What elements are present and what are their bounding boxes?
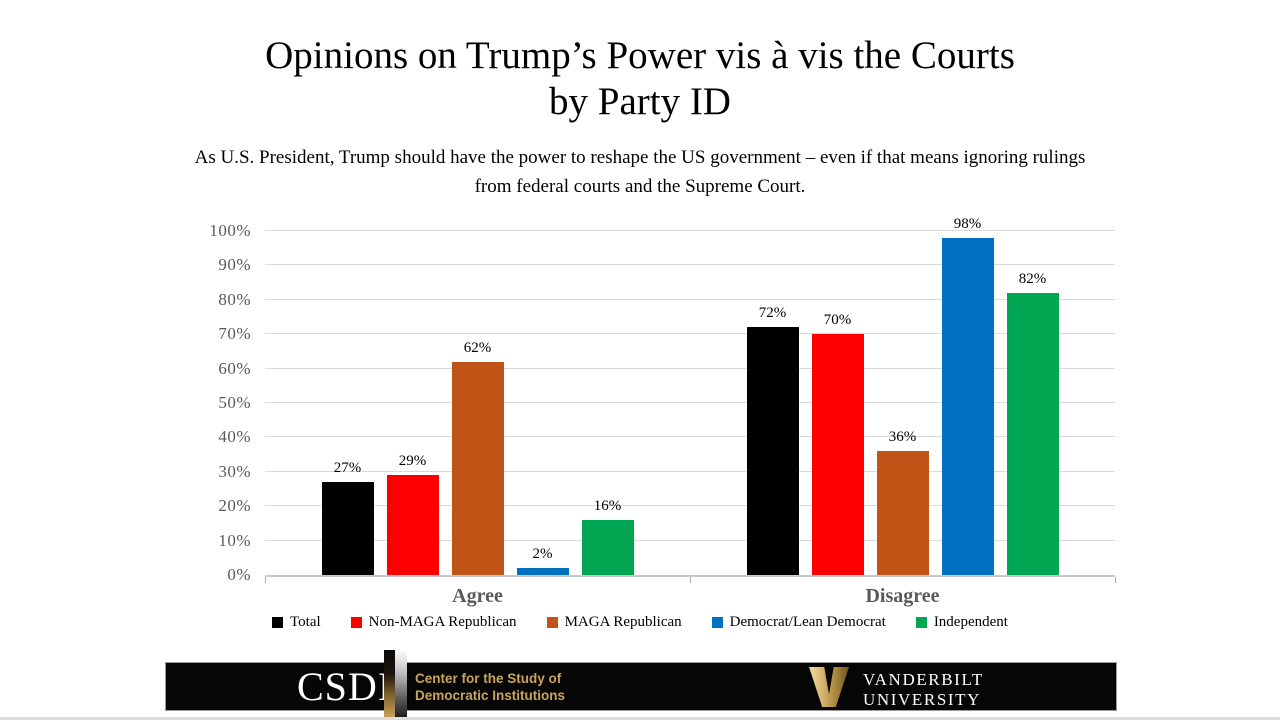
y-tick-label-100: 100% [209,221,251,240]
y-tick-label-50: 50% [218,393,251,412]
legend-marker-maga-republican [546,617,558,628]
legend-marker-democrat-lean-democrat [711,617,723,628]
gridline-20 [265,505,1115,507]
category-label-disagree: Disagree [865,585,940,607]
category-label-agree: Agree [452,585,503,607]
y-tick-label-20: 20% [218,496,251,516]
y-tick-label-60: 60% [218,358,251,378]
bar-value-label-independent-disagree: 82% [1018,270,1047,287]
csdi-separator-bars [384,650,407,718]
y-tick-label-30: 30% [218,461,251,481]
vanderbilt-v-icon [806,666,852,713]
bar-value-label-independent-agree: 16% [593,497,622,514]
plot-area: 0% 10% 20% 30% 40% 50% 60% 70% 80% 90% 100% 27% 29% 6… [209,216,1116,584]
bar-group-disagree: 72% 70% 36% 98% 82% [690,216,1115,575]
x-axis-tick [1115,577,1116,583]
vanderbilt-line2: UNIVERSITY [863,689,981,709]
vanderbilt-name: VANDERBILT UNIVERSITY [863,670,984,709]
legend-label-maga-republican: MAGA Republican [564,614,682,630]
bar-value-label-democrat-lean-democrat-disagree: 98% [953,215,982,232]
y-tick-label-70: 70% [218,324,251,344]
bar-value-label-democrat-lean-democrat-agree: 2% [532,546,553,563]
bar-value-label-total-agree: 27% [333,460,362,477]
gridline-30 [265,470,1115,472]
bar-democrat-lean-democrat-agree: 2% [516,546,569,575]
legend-marker-total [272,617,284,628]
y-tick-label-90: 90% [218,255,251,275]
bar-value-label-non-maga-republican-disagree: 70% [823,312,852,329]
chart-subtitle: As U.S. President, Trump should have the… [194,147,1086,197]
bar-maga-republican-disagree: 36% [876,429,929,575]
gridline-80 [265,298,1115,300]
legend: Total Non-MAGA Republican MAGA Republican D… [0,614,1280,631]
bar-independent-disagree: 82% [1006,271,1059,575]
y-tick-label-80: 80% [218,289,251,309]
footer-banner: CSDI Center for the Study of Democratic … [165,662,1117,711]
chart-title-line1: Opinions on Trump’s Power vis à vis the … [265,34,1015,77]
bar-independent-agree: 16% [581,498,634,575]
legend-item-total: Total [272,614,321,631]
bar-total-disagree: 72% [746,305,799,575]
y-tick-label-10: 10% [218,530,251,550]
legend-marker-independent [915,617,927,628]
bar-group-agree: 27% 29% 62% 2% 16% [265,231,690,575]
legend-label-democrat-lean-democrat: Democrat/Lean Democrat [729,614,886,630]
gridline-90 [265,264,1115,266]
bar-total-agree: 27% [321,460,374,575]
y-tick-label-0: 0% [227,565,251,584]
gridline-10 [265,539,1115,541]
gridline-50 [265,402,1115,403]
vanderbilt-logo: VANDERBILT UNIVERSITY [806,666,984,713]
legend-item-non-maga-republican: Non-MAGA Republican [350,614,517,631]
csdi-name-line1: Center for the Study of [415,671,562,686]
bar-value-label-total-disagree: 72% [758,305,787,322]
gridline-60 [265,367,1115,369]
legend-item-independent: Independent [915,614,1008,631]
legend-label-independent: Independent [933,614,1008,630]
chart-title-line2: by Party ID [549,80,731,124]
bar-value-label-maga-republican-disagree: 36% [888,429,917,446]
x-axis-tick [265,577,266,583]
bar-non-maga-republican-disagree: 70% [811,312,864,575]
bar-maga-republican-agree: 62% [451,340,504,575]
legend-marker-non-maga-republican [350,617,362,628]
category-axis: Agree Disagree [265,585,1115,611]
separator-gray-bar [395,650,407,718]
csdi-name-line2: Democratic Institutions [415,687,566,703]
gridline-100 [265,230,1115,231]
y-tick-label-40: 40% [218,427,251,447]
x-axis-tick [690,577,691,583]
separator-gold-bar [384,650,395,718]
gridline-40 [265,436,1115,438]
legend-label-total: Total [290,614,321,630]
bar-democrat-lean-democrat-disagree: 98% [941,216,994,575]
gridline-70 [265,333,1115,335]
bar-value-label-non-maga-republican-agree: 29% [398,453,427,470]
bar-value-label-maga-republican-agree: 62% [463,339,492,356]
slide-bottom-edge [0,717,1280,720]
legend-item-democrat-lean-democrat: Democrat/Lean Democrat [711,614,886,631]
csdi-full-name: Center for the Study of Democratic Insti… [415,671,565,705]
chart-title: Opinions on Trump’s Power vis à vis the … [0,33,1280,125]
legend-label-non-maga-republican: Non-MAGA Republican [368,614,517,630]
bar-non-maga-republican-agree: 29% [386,453,439,575]
legend-item-maga-republican: MAGA Republican [546,614,682,631]
csdi-logo-text: CSDI [297,664,393,709]
vanderbilt-line1: VANDERBILT [863,669,984,689]
